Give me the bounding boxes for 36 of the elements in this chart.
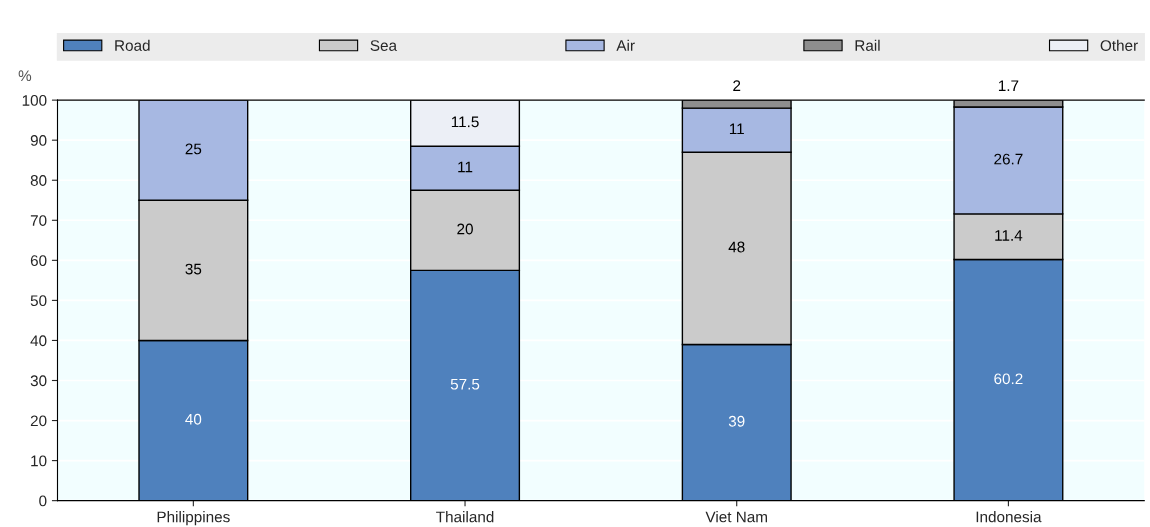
data-label: 11.4 — [995, 230, 1023, 241]
legend-label: Rail — [855, 39, 880, 51]
y-tick-label: 20 — [30, 415, 47, 427]
y-axis-title: % — [18, 70, 32, 82]
y-tick-label: 0 — [39, 495, 47, 507]
x-tick-label: Viet Nam — [705, 511, 767, 523]
data-label: 57.5 — [450, 378, 480, 390]
y-tick-label: 50 — [30, 295, 47, 307]
y-tick-label: 90 — [30, 135, 47, 146]
x-tick-label: Thailand — [436, 511, 494, 523]
data-label: 60.2 — [994, 373, 1023, 385]
x-tick-label: Philippines — [157, 511, 230, 526]
y-tick-label: 80 — [30, 175, 47, 186]
y-tick-label: 30 — [30, 375, 47, 387]
data-label: 26.7 — [994, 153, 1023, 165]
y-tick-label: 40 — [30, 335, 47, 347]
data-label: 35 — [185, 263, 202, 275]
data-label: 20 — [457, 223, 473, 235]
data-label: 11 — [458, 161, 473, 173]
y-tick-label: 70 — [30, 215, 47, 226]
data-label: 11 — [729, 123, 744, 135]
data-label: 39 — [728, 415, 745, 427]
data-label: 40 — [185, 413, 202, 425]
legend-label: Road — [115, 39, 150, 51]
legend-label: Other — [1100, 39, 1138, 51]
data-label: 48 — [728, 241, 745, 253]
data-label: 1.7 — [998, 80, 1019, 91]
data-label: 11.5 — [451, 116, 479, 128]
legend-label: Sea — [370, 40, 398, 51]
y-tick-label: 100 — [22, 95, 47, 106]
legend-label: Air — [616, 39, 635, 51]
y-tick-label: 60 — [30, 255, 47, 267]
data-label: 2 — [733, 80, 741, 91]
x-tick-label: Indonesia — [976, 511, 1042, 523]
data-label: 25 — [185, 143, 202, 155]
y-tick-label: 10 — [31, 455, 47, 467]
